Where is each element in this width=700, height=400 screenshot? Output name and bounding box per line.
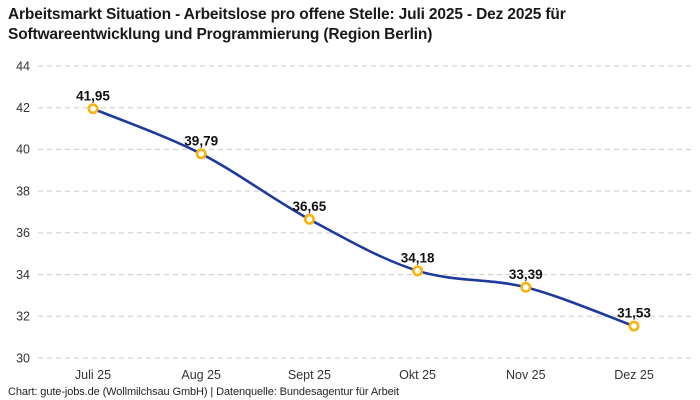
x-tick-label: Sept 25	[288, 368, 331, 382]
data-point-marker	[195, 148, 207, 160]
y-tick-label: 30	[16, 351, 30, 365]
x-tick-label: Okt 25	[399, 368, 436, 382]
markers-group: 41,95 Juli 25 39,79 Aug 25 36,65 Sept 25 34,18…	[75, 88, 654, 382]
series-line	[91, 107, 636, 328]
data-point-marker	[520, 281, 532, 293]
y-tick-label: 36	[16, 226, 30, 240]
data-point-label: 31,53	[617, 306, 651, 321]
data-point-label: 41,95	[76, 88, 110, 103]
y-tick-label: 40	[16, 143, 30, 157]
x-tick-label: Aug 25	[181, 368, 221, 382]
data-point-marker	[412, 265, 424, 277]
y-tick-label: 34	[16, 268, 30, 282]
x-tick-label: Nov 25	[506, 368, 546, 382]
y-tick-label: 32	[16, 310, 30, 324]
x-tick-label: Juli 25	[75, 368, 111, 382]
y-tick-label: 42	[16, 101, 30, 115]
data-point-marker	[303, 213, 315, 225]
chart-title-line1: Arbeitsmarkt Situation - Arbeitslose pro…	[8, 6, 566, 23]
y-tick-label: 44	[16, 59, 30, 73]
chart-source: Chart: gute-jobs.de (Wollmilchsau GmbH) …	[8, 386, 399, 398]
data-point-label: 34,18	[401, 250, 435, 265]
y-tick-label: 38	[16, 184, 30, 198]
data-point-label: 36,65	[293, 199, 327, 214]
data-point-label: 39,79	[184, 133, 218, 148]
data-point-marker	[87, 103, 99, 115]
chart-title: Arbeitsmarkt Situation - Arbeitslose pro…	[8, 5, 684, 45]
x-tick-label: Dez 25	[614, 368, 654, 382]
gridlines-group: 44 42 40 38 36 34 32 30	[16, 59, 695, 365]
chart-title-line2: Softwareentwicklung und Programmierung (…	[8, 25, 433, 43]
data-point-marker	[628, 320, 640, 332]
data-point-label: 33,39	[509, 267, 543, 282]
